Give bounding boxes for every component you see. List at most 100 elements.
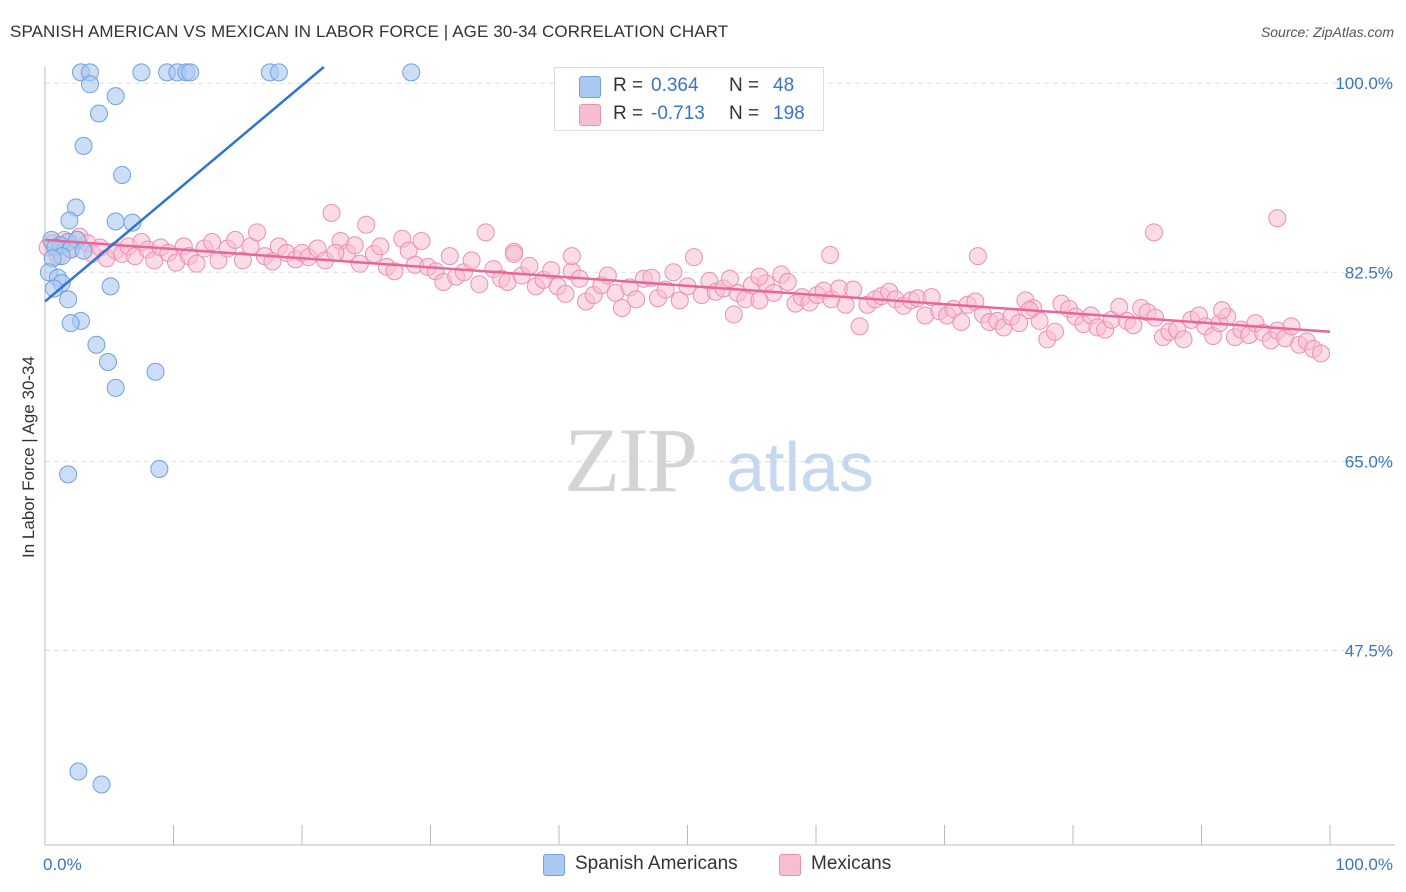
grid-lines (45, 82, 1395, 651)
series-legend: Spanish Americans Mexicans (0, 852, 1406, 878)
spanish-americans-point (60, 211, 79, 230)
mexicans-point (470, 275, 489, 294)
spanish-americans-point (101, 277, 120, 296)
mexicans-point (345, 236, 364, 255)
mexicans-point (412, 231, 431, 250)
x-tick-label: 0.0% (43, 855, 82, 874)
r-value: 0.364 (651, 75, 699, 96)
mexicans-point (233, 251, 252, 270)
spanish-americans-trend-line (44, 66, 325, 303)
axes (44, 67, 1395, 846)
mexicans-point (248, 223, 267, 242)
spanish-americans-point (87, 335, 106, 354)
mexicans-point (627, 290, 646, 309)
spanish-americans-point (146, 362, 165, 381)
spanish-americans-point (92, 775, 111, 794)
spanish-americans-point (98, 352, 117, 371)
mexicans-point (462, 251, 481, 270)
spanish-americans-point (106, 87, 125, 106)
mexicans-point (1046, 322, 1065, 341)
trend-lines (44, 66, 1331, 333)
r-value: -0.713 (651, 103, 705, 124)
y-tick-label: 82.5% (1345, 263, 1393, 282)
mexicans-point (952, 313, 971, 332)
spanish-americans-points (39, 63, 421, 794)
y-tick-label: 100.0% (1335, 74, 1393, 93)
mexicans-point (612, 298, 631, 317)
spanish-americans-point (181, 63, 200, 82)
y-tick-label: 65.0% (1345, 452, 1393, 471)
spanish-americans-point (61, 314, 80, 333)
spanish-americans-point (106, 378, 125, 397)
mexicans-point (778, 273, 797, 292)
pink-swatch (579, 104, 601, 126)
mexicans-point (1174, 330, 1193, 349)
mexicans-point (371, 237, 390, 256)
mexicans-point (562, 247, 581, 266)
spanish-americans-point (269, 63, 288, 82)
mexicans-point (357, 215, 376, 234)
stats-legend: R = 0.364 N = 48 R = -0.713 N = 198 (554, 67, 824, 131)
n-value: 48 (773, 75, 795, 96)
mexicans-trend-line (44, 238, 1331, 333)
mexicans-point (684, 248, 703, 267)
mexicans-point (1312, 344, 1331, 363)
spanish-americans-point (74, 136, 93, 155)
source-credit: Source: ZipAtlas.com (1260, 24, 1394, 40)
mexicans-point (203, 233, 222, 252)
mexicans-point (187, 254, 206, 273)
mexicans-point (844, 280, 863, 299)
mexicans-point (385, 262, 404, 281)
mexicans-point (440, 247, 459, 266)
mexicans-point (542, 261, 561, 280)
tick-labels: 100.0% 82.5% 65.0% 47.5% 0.0% 100.0% (43, 74, 1393, 874)
y-tick-label: 47.5% (1345, 642, 1393, 661)
spanish-americans-point (69, 762, 88, 781)
r-label: R = (613, 75, 644, 96)
mexicans-point (1010, 314, 1029, 333)
x-tick-label: 100.0% (1335, 855, 1393, 874)
watermark-zip: ZIP (564, 409, 696, 511)
mexicans-point (476, 223, 495, 242)
spanish-americans-point (59, 465, 78, 484)
legend-label: Spanish Americans (575, 853, 738, 874)
mexicans-point (968, 247, 987, 266)
mexicans-point (664, 263, 683, 282)
spanish-americans-point (89, 104, 108, 123)
pink-swatch (779, 854, 801, 876)
spanish-americans-point (402, 63, 421, 82)
spanish-americans-point (132, 63, 151, 82)
stats-row-mexicans: R = -0.713 N = 198 (555, 99, 823, 129)
mexicans-point (226, 230, 245, 249)
spanish-americans-point (106, 212, 125, 231)
spanish-americans-point (59, 290, 78, 309)
mexicans-point (850, 317, 869, 336)
spanish-americans-point (150, 459, 169, 478)
mexicans-points (38, 203, 1331, 363)
mexicans-point (505, 244, 524, 263)
mexicans-point (326, 243, 345, 262)
legend-label: Mexicans (811, 853, 892, 874)
spanish-americans-point (44, 279, 63, 298)
mexicans-point (1144, 223, 1163, 242)
chart-title: SPANISH AMERICAN VS MEXICAN IN LABOR FOR… (10, 22, 729, 41)
mexicans-point (1213, 301, 1232, 320)
mexicans-point (670, 291, 689, 310)
y-axis-label: In Labor Force | Age 30-34 (19, 356, 38, 558)
mexicans-point (720, 269, 739, 288)
mexicans-point (821, 246, 840, 265)
blue-swatch (543, 854, 565, 876)
spanish-americans-point (113, 166, 132, 185)
spanish-americans-point (123, 213, 142, 232)
watermark-atlas: atlas (726, 428, 874, 506)
mexicans-point (1282, 317, 1301, 336)
mexicans-point (1110, 297, 1129, 316)
n-value: 198 (773, 103, 805, 124)
n-label: N = (729, 103, 760, 124)
mexicans-point (1268, 209, 1287, 228)
watermark: ZIP atlas (564, 409, 874, 511)
r-label: R = (613, 103, 644, 124)
spanish-americans-point (74, 241, 93, 260)
mexicans-point (922, 288, 941, 307)
